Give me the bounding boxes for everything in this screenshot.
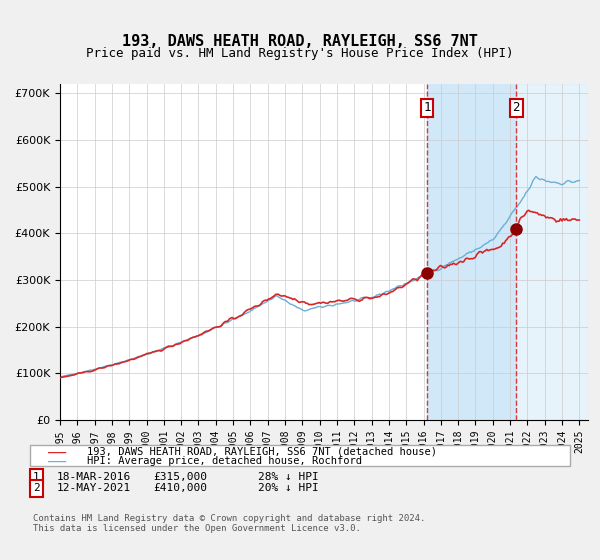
Text: 2: 2 bbox=[33, 483, 40, 493]
Text: ——: —— bbox=[48, 454, 66, 468]
Text: Price paid vs. HM Land Registry's House Price Index (HPI): Price paid vs. HM Land Registry's House … bbox=[86, 46, 514, 60]
Text: HPI: Average price, detached house, Rochford: HPI: Average price, detached house, Roch… bbox=[87, 455, 362, 465]
Text: 18-MAR-2016: 18-MAR-2016 bbox=[57, 472, 131, 482]
Bar bbox=[517, 84, 588, 420]
Text: ——: —— bbox=[48, 453, 66, 468]
Text: ——: —— bbox=[48, 444, 66, 458]
Text: 1: 1 bbox=[424, 101, 431, 114]
Text: Contains HM Land Registry data © Crown copyright and database right 2024.
This d: Contains HM Land Registry data © Crown c… bbox=[33, 514, 425, 533]
Text: 1: 1 bbox=[33, 472, 40, 482]
Text: HPI: Average price, detached house, Rochford: HPI: Average price, detached house, Roch… bbox=[87, 456, 362, 466]
Text: 2: 2 bbox=[512, 101, 520, 114]
Bar bbox=[427, 84, 517, 420]
Text: 193, DAWS HEATH ROAD, RAYLEIGH, SS6 7NT (detached house): 193, DAWS HEATH ROAD, RAYLEIGH, SS6 7NT … bbox=[87, 446, 437, 456]
Text: ——: —— bbox=[48, 445, 66, 459]
Text: 193, DAWS HEATH ROAD, RAYLEIGH, SS6 7NT (detached house): 193, DAWS HEATH ROAD, RAYLEIGH, SS6 7NT … bbox=[87, 447, 437, 457]
Text: 12-MAY-2021: 12-MAY-2021 bbox=[57, 483, 131, 493]
Text: 20% ↓ HPI: 20% ↓ HPI bbox=[258, 483, 319, 493]
Text: 193, DAWS HEATH ROAD, RAYLEIGH, SS6 7NT: 193, DAWS HEATH ROAD, RAYLEIGH, SS6 7NT bbox=[122, 35, 478, 49]
Text: 28% ↓ HPI: 28% ↓ HPI bbox=[258, 472, 319, 482]
Text: £410,000: £410,000 bbox=[153, 483, 207, 493]
Text: £315,000: £315,000 bbox=[153, 472, 207, 482]
